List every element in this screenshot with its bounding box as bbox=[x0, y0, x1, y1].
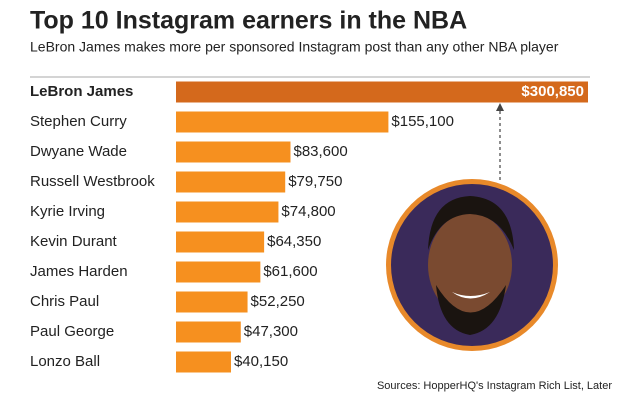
pointer-arrow bbox=[496, 103, 504, 111]
category-label: Paul George bbox=[30, 323, 114, 340]
photo-hair bbox=[428, 196, 514, 250]
bar bbox=[176, 291, 248, 313]
value-label: $83,600 bbox=[293, 143, 347, 160]
value-label: $47,300 bbox=[244, 323, 298, 340]
bar bbox=[176, 171, 286, 193]
bar bbox=[176, 351, 231, 373]
photo-smile bbox=[452, 292, 490, 299]
bar bbox=[176, 201, 279, 223]
bar bbox=[176, 141, 291, 163]
value-label: $40,150 bbox=[234, 353, 288, 370]
category-label: Russell Westbrook bbox=[30, 173, 155, 190]
bar bbox=[176, 231, 265, 253]
category-label: Lonzo Ball bbox=[30, 353, 100, 370]
value-label: $74,800 bbox=[281, 203, 335, 220]
photo bbox=[386, 179, 558, 351]
category-label: Kevin Durant bbox=[30, 233, 118, 250]
value-label: $64,350 bbox=[267, 233, 321, 250]
photo-beard bbox=[436, 285, 506, 335]
category-label: Dwyane Wade bbox=[30, 143, 127, 160]
chart-subtitle: LeBron James makes more per sponsored In… bbox=[30, 39, 559, 55]
bar bbox=[176, 321, 241, 343]
category-label: Stephen Curry bbox=[30, 113, 127, 130]
bar bbox=[176, 261, 261, 283]
chart-title: Top 10 Instagram earners in the NBA bbox=[30, 7, 467, 35]
value-label: $52,250 bbox=[251, 293, 305, 310]
source-note: Sources: HopperHQ's Instagram Rich List,… bbox=[377, 380, 612, 392]
category-label: James Harden bbox=[30, 263, 128, 280]
value-label: $300,850 bbox=[521, 83, 584, 100]
bar bbox=[176, 81, 588, 103]
value-label: $155,100 bbox=[391, 113, 454, 130]
bar bbox=[176, 111, 389, 133]
category-label: Chris Paul bbox=[30, 293, 99, 310]
photo-face bbox=[428, 213, 512, 317]
category-label: LeBron James bbox=[30, 83, 133, 100]
category-label: Kyrie Irving bbox=[30, 203, 105, 220]
value-label: $61,600 bbox=[263, 263, 317, 280]
value-label: $79,750 bbox=[288, 173, 342, 190]
